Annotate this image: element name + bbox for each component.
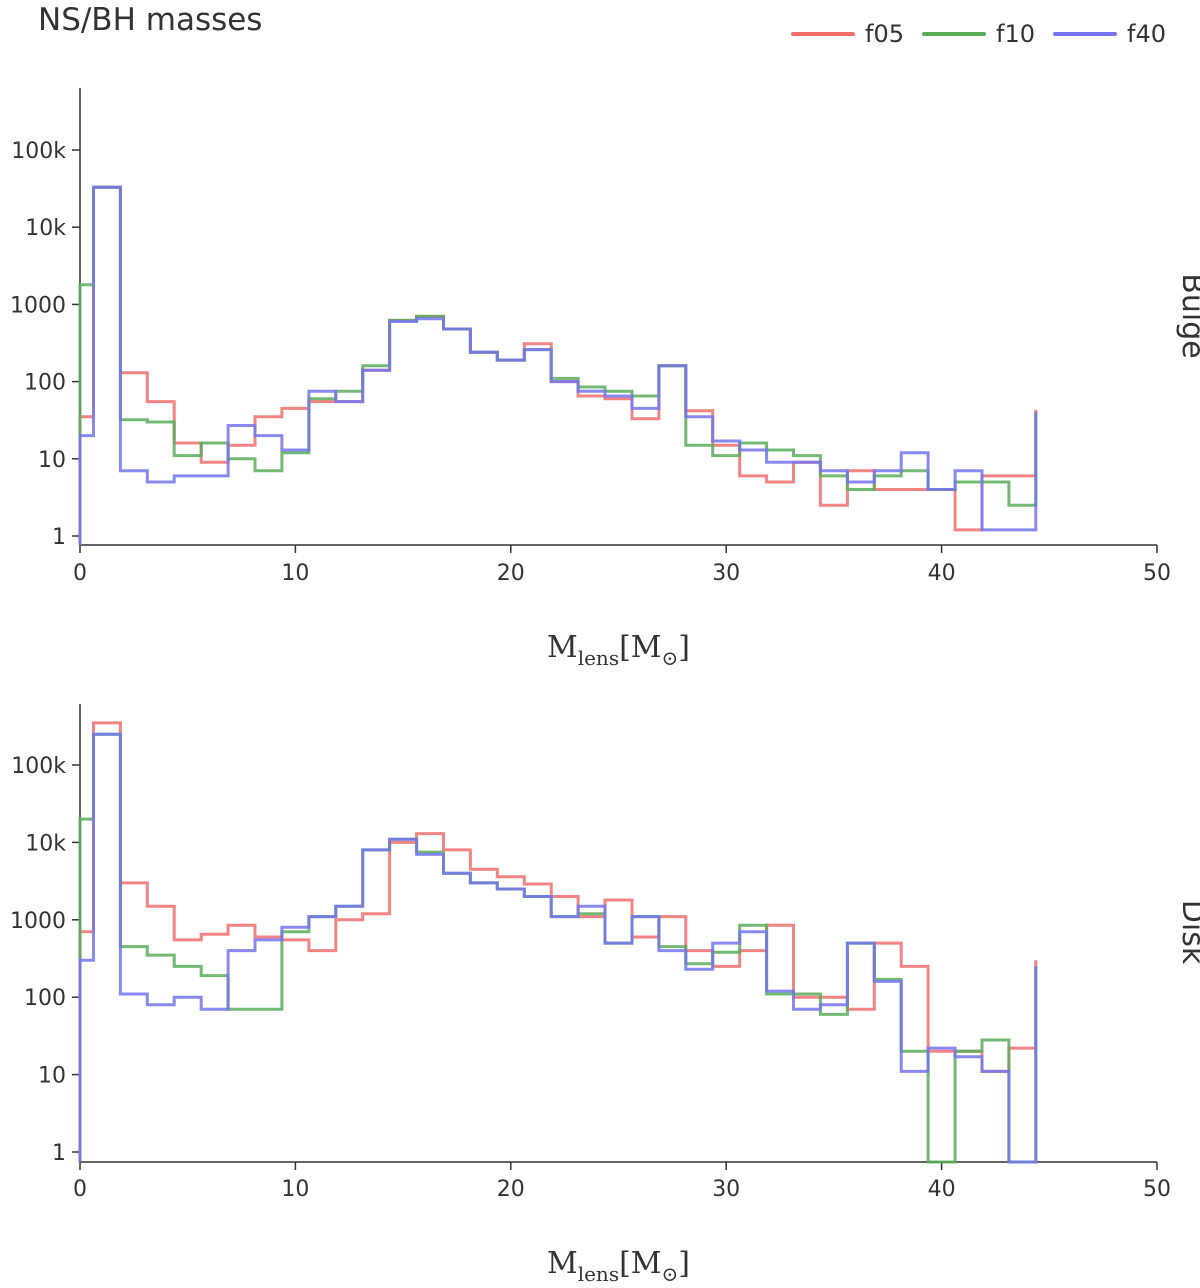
p1-y-tick-label: 100k [11, 139, 66, 164]
p1-y-tick-label: 10k [25, 216, 66, 241]
p1-series-f05[interactable] [78, 185, 1038, 545]
p2-y-tick-label: 1 [52, 1141, 66, 1166]
p1-x-tick-label: 30 [712, 561, 740, 586]
legend-label-f10: f10 [996, 20, 1035, 48]
legend-swatch-f10 [922, 32, 986, 36]
p1-y-tick-label: 10 [38, 448, 66, 473]
p1-x-tick-label: 40 [928, 561, 956, 586]
p1-series-f10[interactable] [78, 185, 1038, 545]
p1-y-tick-label: 100 [24, 371, 66, 396]
p2-series-f10[interactable] [78, 732, 1038, 1164]
p2-x-axis-label: Mlens[M⊙] [547, 1246, 690, 1286]
legend-item-f05[interactable]: f05 [791, 20, 904, 48]
p2-y-tick-label: 1000 [10, 909, 66, 934]
p1-x-tick-label: 0 [73, 561, 87, 586]
legend: f05 f10 f40 [791, 20, 1166, 48]
p1-x-axis-label: Mlens[M⊙] [547, 630, 690, 670]
legend-label-f05: f05 [865, 20, 904, 48]
p1-y-tick-label: 1000 [10, 293, 66, 318]
p2-y-tick-label: 100k [11, 754, 66, 779]
p1-x-tick-label: 50 [1143, 561, 1171, 586]
p2-series-f05[interactable] [78, 721, 1038, 1162]
p2-series-f40[interactable] [78, 732, 1038, 1164]
p1-series-f40[interactable] [78, 185, 1038, 545]
p2-x-tick-label: 10 [281, 1177, 309, 1202]
p1-x-tick-label: 10 [281, 561, 309, 586]
p1-x-tick-label: 20 [497, 561, 525, 586]
p2-x-tick-label: 30 [712, 1177, 740, 1202]
p2-y-tick-label: 10k [25, 831, 66, 856]
page-title: NS/BH masses [38, 2, 263, 38]
p2-y-tick-label: 10 [38, 1064, 66, 1089]
legend-item-f10[interactable]: f10 [922, 20, 1035, 48]
p2-panel-label: Disk [1175, 900, 1200, 965]
p1-panel-label: Bulge [1175, 273, 1200, 358]
legend-item-f40[interactable]: f40 [1053, 20, 1166, 48]
p2-x-tick-label: 50 [1143, 1177, 1171, 1202]
legend-swatch-f05 [791, 32, 855, 36]
p2-x-tick-label: 0 [73, 1177, 87, 1202]
p2-x-tick-label: 20 [497, 1177, 525, 1202]
p2-y-tick-label: 100 [24, 986, 66, 1011]
legend-swatch-f40 [1053, 32, 1117, 36]
p2-x-tick-label: 40 [928, 1177, 956, 1202]
legend-label-f40: f40 [1127, 20, 1166, 48]
p1-y-tick-label: 1 [52, 525, 66, 550]
